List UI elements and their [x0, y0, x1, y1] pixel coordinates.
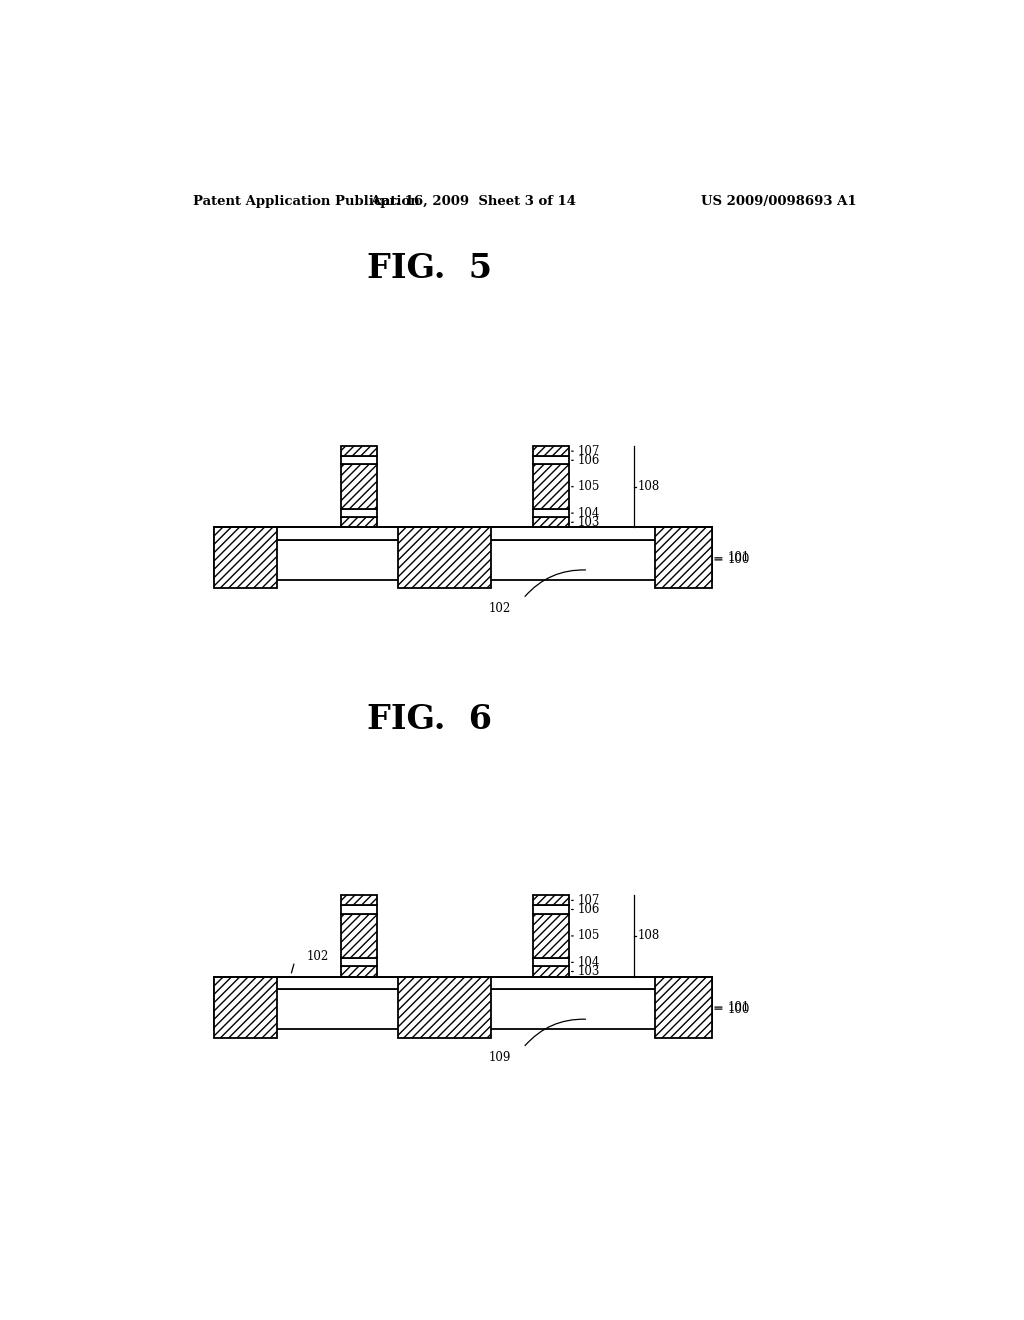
- Bar: [397, 977, 492, 1038]
- Text: Patent Application Publication: Patent Application Publication: [194, 195, 420, 209]
- Text: 108: 108: [638, 929, 659, 942]
- Bar: [341, 457, 377, 465]
- Bar: [532, 446, 569, 457]
- Text: 102: 102: [488, 602, 511, 615]
- Bar: [341, 446, 377, 457]
- Bar: [341, 517, 377, 528]
- Text: 103: 103: [578, 965, 600, 978]
- Text: 106: 106: [578, 454, 600, 467]
- Bar: [341, 958, 377, 966]
- Bar: [397, 528, 492, 589]
- Bar: [532, 457, 569, 465]
- Text: 102: 102: [306, 950, 329, 962]
- Bar: [214, 540, 712, 581]
- Bar: [341, 510, 377, 517]
- Text: 104: 104: [578, 507, 600, 520]
- Text: FIG.  5: FIG. 5: [367, 252, 493, 285]
- Text: 107: 107: [578, 894, 600, 907]
- Text: 108: 108: [638, 480, 659, 494]
- Bar: [341, 465, 377, 510]
- Bar: [532, 958, 569, 966]
- Bar: [532, 966, 569, 977]
- Bar: [214, 989, 712, 1030]
- Bar: [532, 465, 569, 510]
- Text: 101: 101: [727, 552, 750, 565]
- Text: 107: 107: [578, 445, 600, 458]
- Text: 105: 105: [578, 929, 600, 942]
- Bar: [532, 510, 569, 517]
- Text: FIG.  6: FIG. 6: [367, 704, 493, 737]
- Text: 106: 106: [578, 903, 600, 916]
- Text: 104: 104: [578, 956, 600, 969]
- Bar: [532, 906, 569, 913]
- Text: 100: 100: [727, 1003, 750, 1015]
- Bar: [214, 977, 712, 989]
- Bar: [655, 977, 712, 1038]
- Text: 103: 103: [578, 516, 600, 529]
- Text: US 2009/0098693 A1: US 2009/0098693 A1: [700, 195, 856, 209]
- Bar: [341, 906, 377, 913]
- Bar: [532, 913, 569, 958]
- Bar: [214, 528, 712, 540]
- Text: 100: 100: [727, 553, 750, 566]
- Bar: [214, 977, 278, 1038]
- Bar: [532, 517, 569, 528]
- Bar: [341, 895, 377, 906]
- Text: Apr. 16, 2009  Sheet 3 of 14: Apr. 16, 2009 Sheet 3 of 14: [371, 195, 577, 209]
- Text: 105: 105: [578, 480, 600, 494]
- Bar: [341, 966, 377, 977]
- Text: 109: 109: [488, 1052, 511, 1064]
- Bar: [655, 528, 712, 589]
- Bar: [214, 528, 278, 589]
- Text: 101: 101: [727, 1001, 750, 1014]
- Bar: [341, 913, 377, 958]
- Bar: [532, 895, 569, 906]
